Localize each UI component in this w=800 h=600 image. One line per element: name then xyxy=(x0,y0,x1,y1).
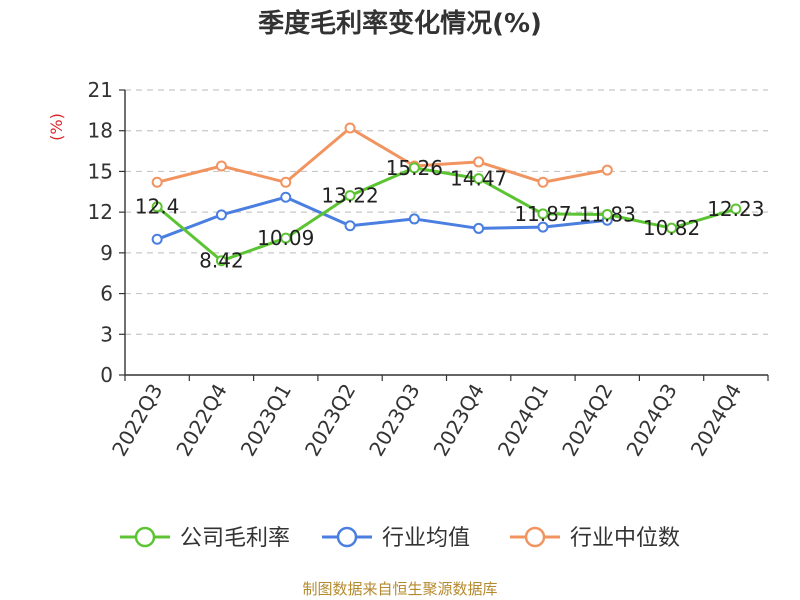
data-point[interactable] xyxy=(666,222,678,234)
data-label: 12.23 xyxy=(707,197,764,221)
chart-title: 季度毛利率变化情况(%) xyxy=(258,8,542,39)
data-point[interactable] xyxy=(280,232,292,244)
y-tick-label: 9 xyxy=(100,241,113,265)
legend-label: 行业均值 xyxy=(382,526,470,551)
data-label: 11.83 xyxy=(579,202,636,226)
data-labels: 12.4 8.42 10.09 13.22 15.26 14.47 11.87 11.83 10… xyxy=(135,156,765,273)
y-tick-label: 18 xyxy=(88,119,113,143)
grid-lines xyxy=(125,89,768,335)
data-point[interactable] xyxy=(344,122,356,134)
series-line xyxy=(156,166,737,263)
y-tick-label: 15 xyxy=(88,159,113,183)
y-axis-label: (%) xyxy=(47,113,66,141)
x-tick-label: 2023Q4 xyxy=(429,380,489,461)
data-label: 10.82 xyxy=(643,216,700,240)
data-label: 8.42 xyxy=(199,249,244,273)
data-point[interactable] xyxy=(151,201,163,213)
data-point[interactable] xyxy=(280,191,292,203)
data-point[interactable] xyxy=(408,162,420,174)
data-point[interactable] xyxy=(215,255,227,267)
legend-swatch-marker xyxy=(134,526,156,548)
x-tick-label: 2022Q3 xyxy=(107,380,167,461)
data-label: 15.26 xyxy=(386,156,443,180)
data-label: 13.22 xyxy=(321,184,378,208)
legend-label: 公司毛利率 xyxy=(180,526,290,551)
series-layer xyxy=(151,122,742,267)
x-tick-label: 2024Q3 xyxy=(621,380,681,461)
data-point[interactable] xyxy=(280,176,292,188)
data-point[interactable] xyxy=(344,190,356,202)
data-point[interactable] xyxy=(473,156,485,168)
data-point[interactable] xyxy=(537,176,549,188)
x-tick-label: 2024Q1 xyxy=(493,380,553,461)
data-point[interactable] xyxy=(215,160,227,172)
data-label: 10.09 xyxy=(257,226,314,250)
data-point[interactable] xyxy=(151,233,163,245)
y-tick-label: 6 xyxy=(100,282,113,306)
data-label: 11.87 xyxy=(514,202,571,226)
y-tick-label: 0 xyxy=(100,363,113,387)
legend-swatch-marker xyxy=(524,526,546,548)
data-point[interactable] xyxy=(344,220,356,232)
data-label: 12.4 xyxy=(135,195,180,219)
data-label: 14.47 xyxy=(450,167,507,191)
x-tick-label: 2023Q3 xyxy=(364,380,424,461)
data-point[interactable] xyxy=(601,164,613,176)
legend-item[interactable]: 公司毛利率 xyxy=(120,526,290,551)
data-point[interactable] xyxy=(537,208,549,220)
series-line xyxy=(156,126,608,184)
x-tick-label: 2024Q2 xyxy=(557,380,617,461)
y-tick-label: 12 xyxy=(88,200,113,224)
x-tick-label: 2024Q4 xyxy=(686,380,746,461)
y-tick-label: 3 xyxy=(100,322,113,346)
data-point[interactable] xyxy=(537,221,549,233)
data-point[interactable] xyxy=(730,203,742,215)
legend-swatch-marker xyxy=(336,526,358,548)
series-line xyxy=(156,195,608,241)
y-tick-label: 21 xyxy=(88,78,113,102)
legend-label: 行业中位数 xyxy=(570,526,680,551)
data-point[interactable] xyxy=(473,222,485,234)
legend-item[interactable]: 行业均值 xyxy=(322,526,470,551)
data-point[interactable] xyxy=(151,176,163,188)
data-point[interactable] xyxy=(408,213,420,225)
x-tick-label: 2023Q2 xyxy=(300,380,360,461)
legend-item[interactable]: 行业中位数 xyxy=(510,526,680,551)
x-tick-label: 2022Q4 xyxy=(171,380,231,461)
data-point[interactable] xyxy=(473,173,485,185)
data-point[interactable] xyxy=(215,209,227,221)
legend: 公司毛利率 行业均值 行业中位数 xyxy=(120,526,680,551)
data-point[interactable] xyxy=(601,208,613,220)
source-note: 制图数据来自恒生聚源数据库 xyxy=(302,580,497,598)
x-tick-label: 2023Q1 xyxy=(236,380,296,461)
